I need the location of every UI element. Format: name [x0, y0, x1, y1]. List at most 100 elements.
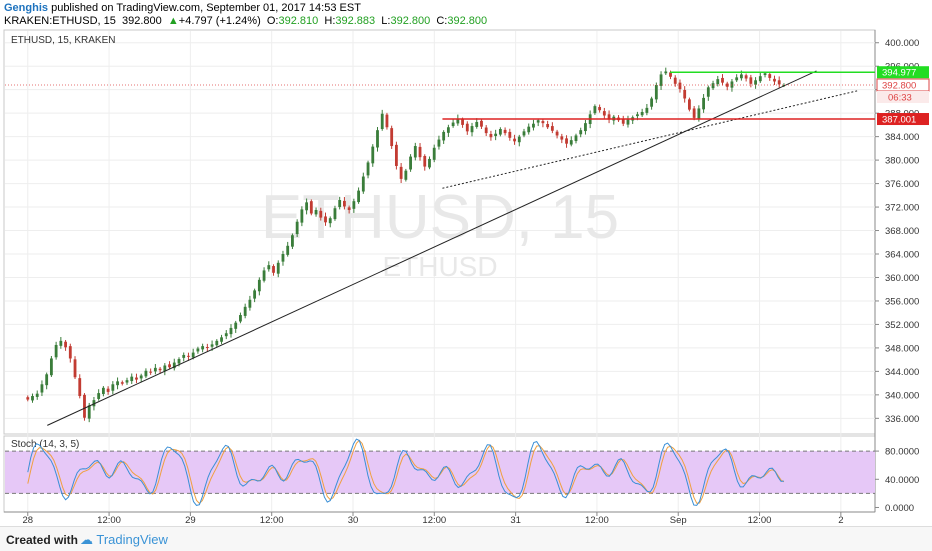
candle-body	[744, 75, 748, 79]
time-tick-label: 12:00	[422, 515, 446, 526]
low-label: L:	[381, 15, 391, 27]
candle-body	[550, 126, 554, 131]
candle-body	[621, 119, 625, 124]
candle-body	[139, 375, 143, 379]
candle-body	[87, 405, 91, 419]
price-tick-label: 384.000	[885, 132, 919, 143]
candle-body	[574, 135, 578, 142]
candle-body	[78, 378, 82, 397]
candle-body	[754, 80, 757, 85]
candle-body	[262, 270, 266, 281]
candle-body	[768, 74, 772, 78]
candle-body	[135, 377, 138, 380]
candle-body	[120, 382, 124, 384]
stoch-tick-label: 0.0000	[885, 503, 914, 514]
countdown-box	[877, 90, 929, 103]
low-value: 392.800	[390, 15, 431, 27]
candle-body	[461, 119, 464, 125]
author-link[interactable]: Genghis	[4, 2, 49, 14]
candle-body	[413, 146, 417, 158]
candle-body	[522, 131, 526, 136]
watermark-small: ETHUSD	[382, 251, 497, 282]
candle-body	[352, 201, 356, 209]
candle-body	[418, 146, 422, 158]
candle-body	[144, 370, 148, 377]
candle-body	[456, 118, 460, 124]
candle-body	[59, 340, 63, 346]
candle-body	[688, 99, 691, 110]
candle-body	[239, 315, 242, 322]
candle-body	[343, 200, 346, 207]
candle-body	[272, 266, 275, 273]
candle-body	[366, 162, 370, 176]
candle-body	[243, 306, 247, 316]
candle-body	[480, 120, 483, 127]
price-tick-label: 352.000	[885, 320, 919, 331]
candle-body	[172, 362, 176, 369]
candle-body	[716, 79, 720, 85]
candle-body	[357, 190, 360, 203]
candle-body	[560, 136, 564, 140]
candle-body	[40, 384, 44, 393]
cloud-icon: ☁	[80, 532, 93, 547]
time-tick-label: 12:00	[97, 515, 121, 526]
candle-body	[702, 97, 706, 110]
candle-body	[513, 138, 516, 142]
candle-body	[409, 156, 412, 170]
candle-body	[257, 279, 261, 292]
publish-line: Genghis published on TradingView.com, Se…	[4, 2, 361, 14]
countdown-label: 06:33	[888, 92, 912, 103]
candle-body	[735, 77, 739, 81]
candle-body	[503, 129, 507, 134]
candle-body	[319, 210, 323, 218]
price-tick-label: 340.000	[885, 390, 919, 401]
pane-label: ETHUSD, 15, KRAKEN	[11, 35, 115, 46]
tradingview-logo[interactable]: ☁ TradingView	[80, 532, 168, 548]
candle-body	[423, 156, 427, 167]
stoch-axis-labels: 80.0000 40.0000 0.0000	[875, 447, 919, 514]
candle-body	[106, 388, 110, 392]
candle-body	[338, 200, 342, 208]
candle-body	[451, 122, 455, 127]
candle-body	[64, 341, 67, 348]
candle-body	[725, 83, 729, 87]
candle-body	[92, 400, 96, 407]
time-tick-label: 12:00	[748, 515, 772, 526]
candle-body	[489, 133, 493, 138]
candle-body	[669, 72, 672, 77]
grid	[5, 31, 875, 511]
symbol-interval: KRAKEN:ETHUSD, 15	[4, 15, 116, 27]
candle-body	[579, 130, 583, 135]
time-tick-label: Sep	[670, 515, 687, 526]
candle-body	[593, 106, 597, 114]
price-tick-label: 360.000	[885, 273, 919, 284]
candle-body	[607, 114, 611, 120]
candles	[26, 67, 786, 423]
resistance-tag-label: 394.977	[882, 68, 916, 79]
candle-body	[361, 176, 365, 192]
candle-body	[598, 106, 602, 111]
time-axis-labels: 28 12:00 29 12:00 30 12:00 31 12:00 Sep 12:00 2	[22, 512, 843, 526]
candle-body	[229, 327, 233, 335]
price-tick-label: 368.000	[885, 226, 919, 237]
published-text: published on TradingView.com, September …	[51, 2, 361, 14]
candle-body	[654, 84, 658, 100]
candle-body	[35, 393, 39, 397]
candle-body	[758, 76, 762, 82]
candle-body	[182, 354, 186, 358]
price-tick-label: 348.000	[885, 343, 919, 354]
candle-body	[565, 138, 568, 144]
candle-body	[324, 216, 327, 223]
symbol-line: KRAKEN:ETHUSD, 15 392.800 ▲+4.797 (+1.24…	[4, 15, 487, 27]
brand-text: TradingView	[96, 532, 168, 547]
open-value: 392.810	[278, 15, 319, 27]
time-tick-label: 30	[348, 515, 359, 526]
candle-body	[295, 221, 299, 235]
candle-body	[475, 121, 479, 127]
time-tick-label: 12:00	[260, 515, 284, 526]
candle-body	[626, 119, 630, 125]
candle-body	[749, 77, 753, 84]
candle-body	[220, 337, 223, 342]
candle-body	[773, 78, 776, 82]
candle-body	[153, 367, 157, 372]
